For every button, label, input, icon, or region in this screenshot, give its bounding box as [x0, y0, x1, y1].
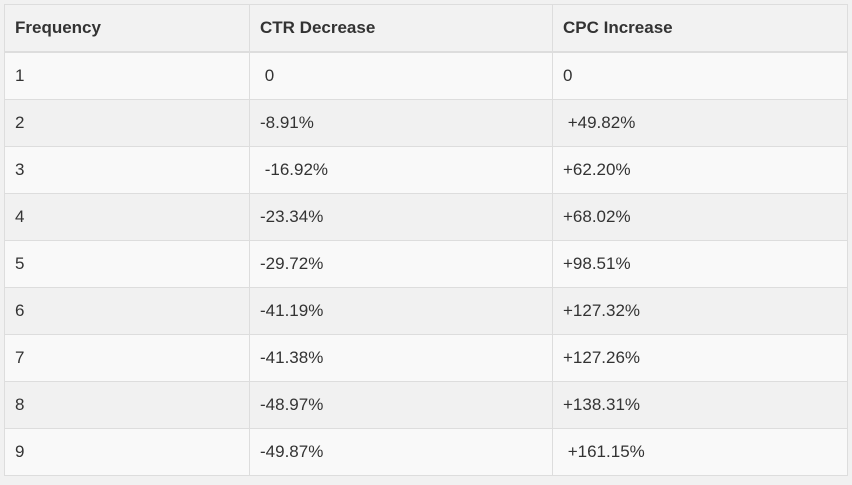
table-row: 1 0 0: [4, 51, 848, 100]
table-row: 7 -41.38% +127.26%: [4, 334, 848, 382]
ctr-decrease-cell: -29.72%: [249, 240, 553, 288]
cpc-increase-cell: +127.26%: [552, 334, 848, 382]
table-row: 8 -48.97% +138.31%: [4, 381, 848, 429]
table-body: 1 0 0 2 -8.91% +49.82% 3 -16.92% +62.20%…: [4, 51, 848, 476]
cpc-increase-cell: +62.20%: [552, 146, 848, 194]
ctr-decrease-cell: -48.97%: [249, 381, 553, 429]
ctr-decrease-cell: -16.92%: [249, 146, 553, 194]
cpc-increase-cell: +98.51%: [552, 240, 848, 288]
frequency-cell: 2: [4, 99, 250, 147]
frequency-cell: 8: [4, 381, 250, 429]
ctr-decrease-cell: -41.38%: [249, 334, 553, 382]
frequency-cell: 5: [4, 240, 250, 288]
cpc-increase-cell: +138.31%: [552, 381, 848, 429]
frequency-cell: 6: [4, 287, 250, 335]
table-row: 5 -29.72% +98.51%: [4, 240, 848, 288]
table-header: Frequency CTR Decrease CPC Increase: [4, 4, 848, 53]
ctr-decrease-cell: -8.91%: [249, 99, 553, 147]
frequency-cell: 3: [4, 146, 250, 194]
column-header-frequency: Frequency: [4, 4, 250, 53]
ctr-decrease-cell: 0: [249, 51, 553, 100]
ctr-decrease-cell: -23.34%: [249, 193, 553, 241]
ctr-decrease-cell: -41.19%: [249, 287, 553, 335]
table-row: 4 -23.34% +68.02%: [4, 193, 848, 241]
frequency-cell: 4: [4, 193, 250, 241]
frequency-cell: 1: [4, 51, 250, 100]
column-header-ctr-decrease: CTR Decrease: [249, 4, 553, 53]
cpc-increase-cell: +127.32%: [552, 287, 848, 335]
ctr-decrease-cell: -49.87%: [249, 428, 553, 476]
cpc-increase-cell: +161.15%: [552, 428, 848, 476]
table-row: 6 -41.19% +127.32%: [4, 287, 848, 335]
header-row: Frequency CTR Decrease CPC Increase: [4, 4, 848, 53]
frequency-table: Frequency CTR Decrease CPC Increase 1 0 …: [4, 4, 848, 476]
table-row: 2 -8.91% +49.82%: [4, 99, 848, 147]
table-row: 3 -16.92% +62.20%: [4, 146, 848, 194]
frequency-cell: 9: [4, 428, 250, 476]
cpc-increase-cell: +68.02%: [552, 193, 848, 241]
cpc-increase-cell: 0: [552, 51, 848, 100]
table-row: 9 -49.87% +161.15%: [4, 428, 848, 476]
frequency-cell: 7: [4, 334, 250, 382]
cpc-increase-cell: +49.82%: [552, 99, 848, 147]
column-header-cpc-increase: CPC Increase: [552, 4, 848, 53]
